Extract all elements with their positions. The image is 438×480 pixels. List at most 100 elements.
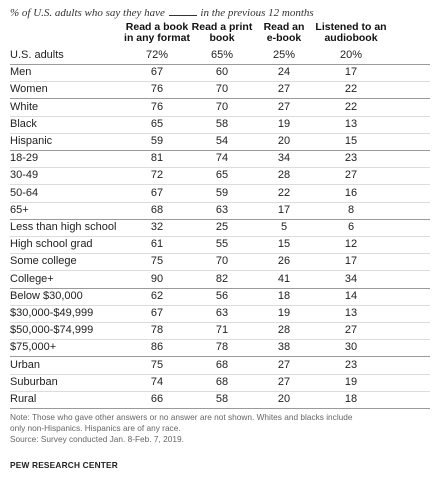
table-row: 30-49 72 65 28 27 (10, 167, 430, 186)
table-cell: 13 (344, 307, 358, 319)
column-header-line: audiobook (324, 32, 378, 44)
source-line: Source: Survey conducted Jan. 8-Feb. 7, … (10, 434, 184, 444)
row-label: $50,000-$74,999 (10, 324, 94, 337)
table-cell: 56 (215, 289, 229, 302)
table-row: $50,000-$74,999 78 71 28 27 (10, 322, 430, 341)
column-header-any-format: Read a book in any format (117, 22, 197, 44)
table-row: College+ 90 82 41 34 (10, 271, 430, 289)
table-cell: 14 (344, 289, 358, 302)
column-header-line: Read a print (191, 21, 253, 33)
table-row: Women 76 70 27 22 (10, 81, 430, 100)
table-cell: 70 (215, 255, 229, 268)
table-cell: 13 (344, 117, 358, 130)
table-cell: 65 (150, 117, 164, 130)
table-cell: 81 (150, 152, 164, 165)
column-header-ebook: Read an e-book (244, 22, 324, 44)
table-cell: 25% (272, 49, 296, 61)
row-label: Below $30,000 (10, 289, 83, 302)
row-label: 30-49 (10, 169, 39, 182)
table-cell: 22 (344, 100, 358, 113)
table-cell: 75 (150, 358, 164, 371)
table-cell: 68 (215, 375, 229, 388)
table-cell: 70 (215, 83, 229, 96)
row-label: Men (10, 66, 32, 79)
table-cell: 5 (280, 221, 288, 233)
row-label: White (10, 100, 39, 113)
source-organization: PEW RESEARCH CENTER (10, 460, 118, 470)
table-cell: 17 (344, 66, 358, 79)
row-label: Less than high school (10, 221, 117, 233)
table-cell: 74 (150, 375, 164, 388)
subtitle-blank (168, 6, 197, 16)
table-cell: 54 (215, 135, 229, 147)
column-header-audiobook: Listened to an audiobook (311, 22, 391, 44)
table-cell: 27 (277, 100, 291, 113)
table-cell: 26 (277, 255, 291, 268)
table-cell: 78 (150, 324, 164, 337)
table-row: White 76 70 27 22 (10, 99, 430, 117)
table-cell: 68 (215, 358, 229, 371)
table-cell: 16 (344, 186, 358, 199)
table-cell: 38 (277, 341, 291, 354)
table-cell: 63 (215, 307, 229, 319)
table-cell: 27 (277, 375, 291, 388)
table-cell: 27 (277, 358, 291, 371)
column-header-line: Read a book (125, 21, 189, 33)
table-cell: 18 (277, 289, 291, 302)
table-cell: 67 (150, 66, 164, 79)
table-cell: 25 (215, 221, 229, 233)
table-cell: 22 (277, 186, 291, 199)
table-cell: 19 (277, 117, 291, 130)
row-label: U.S. adults (10, 49, 64, 61)
table-cell: 63 (215, 203, 229, 216)
table-cell: 76 (150, 83, 164, 96)
table-cell: 65% (210, 49, 234, 61)
column-header-line: book (209, 32, 235, 44)
table-cell: 17 (277, 203, 291, 216)
row-label: Black (10, 117, 37, 130)
table-cell: 59 (150, 135, 164, 147)
table-cell: 68 (150, 203, 164, 216)
table-cell: 8 (347, 203, 355, 216)
table-cell: 18 (344, 393, 358, 405)
row-label: 50-64 (10, 186, 39, 199)
table-row: Hispanic 59 54 20 15 (10, 133, 430, 151)
table-cell: 86 (150, 341, 164, 354)
table-cell: 72 (150, 169, 164, 182)
subtitle-tail: in the previous 12 months (200, 7, 314, 19)
table-row: $75,000+ 86 78 38 30 (10, 339, 430, 358)
table-cell: 67 (150, 307, 164, 319)
table-cell: 19 (277, 307, 291, 319)
table-cell: 34 (277, 152, 291, 165)
table-cell: 22 (344, 83, 358, 96)
table-cell: 34 (344, 272, 358, 285)
table-cell: 71 (215, 324, 229, 337)
table-cell: 58 (215, 393, 229, 405)
row-label: Suburban (10, 375, 58, 388)
column-header-line: Listened to an (315, 21, 387, 33)
note-line: only non-Hispanics. Hispanics are of any… (10, 423, 181, 433)
chart-subtitle: % of U.S. adults who say they have in th… (10, 6, 430, 19)
table-cell: 23 (344, 152, 358, 165)
table-row: 18-29 81 74 34 23 (10, 150, 430, 169)
table-cell: 24 (277, 66, 291, 79)
row-label: 18-29 (10, 152, 39, 165)
row-label: Hispanic (10, 135, 53, 147)
subtitle-lead: % of U.S. adults who say they have (10, 7, 165, 19)
notes: Note: Those who gave other answers or no… (10, 412, 430, 445)
row-label: $75,000+ (10, 341, 57, 354)
table-cell: 58 (215, 117, 229, 130)
table-row: Rural 66 58 20 18 (10, 391, 430, 409)
table-cell: 65 (215, 169, 229, 182)
table-cell: 20 (277, 135, 291, 147)
table-cell: 70 (215, 100, 229, 113)
table-row: 50-64 67 59 22 16 (10, 185, 430, 203)
row-label: 65+ (10, 203, 29, 216)
table-cell: 75 (150, 255, 164, 268)
table-cell: 41 (277, 272, 291, 285)
table-row: U.S. adults 72% 65% 25% 20% (10, 47, 430, 65)
table-cell: 32 (150, 221, 164, 233)
table-cell: 90 (150, 272, 164, 285)
table-row: Urban 75 68 27 23 (10, 357, 430, 375)
row-label: College+ (10, 272, 54, 285)
